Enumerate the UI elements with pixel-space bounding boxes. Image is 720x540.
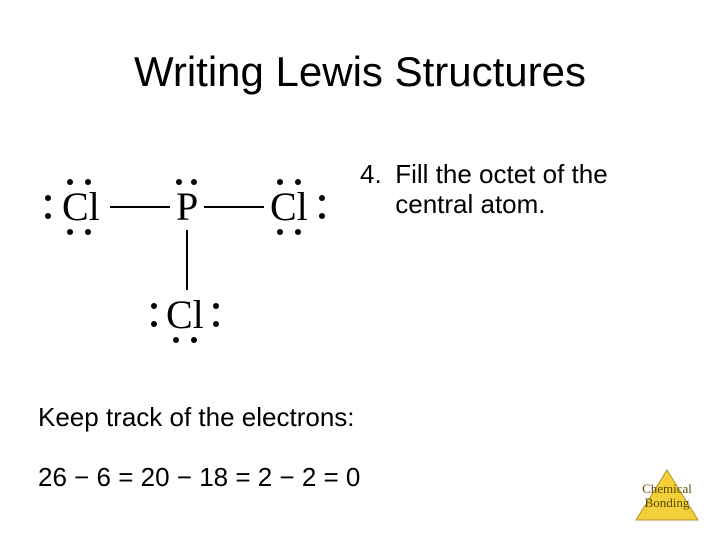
chapter-badge: Chemical Bonding (632, 468, 702, 526)
atom-cl-left: Cl (62, 184, 100, 229)
atom-cl-right: Cl (270, 184, 308, 229)
atom-p: P (176, 184, 198, 229)
badge-line2: Bonding (632, 496, 702, 510)
lewis-structure: Cl P Cl Cl (34, 150, 344, 380)
keep-track-label: Keep track of the electrons: (38, 402, 355, 433)
electron-calc: 26 − 6 = 20 − 18 = 2 − 2 = 0 (38, 462, 360, 493)
slide: Writing Lewis Structures 4. Fill the oct… (0, 0, 720, 540)
step-number: 4. (360, 160, 388, 190)
step-text: Fill the octet of the central atom. (395, 160, 675, 220)
badge-line1: Chemical (632, 482, 702, 496)
slide-title: Writing Lewis Structures (0, 48, 720, 96)
step-item: 4. Fill the octet of the central atom. (360, 160, 680, 220)
badge-text: Chemical Bonding (632, 482, 702, 509)
atom-cl-bottom: Cl (166, 292, 204, 337)
